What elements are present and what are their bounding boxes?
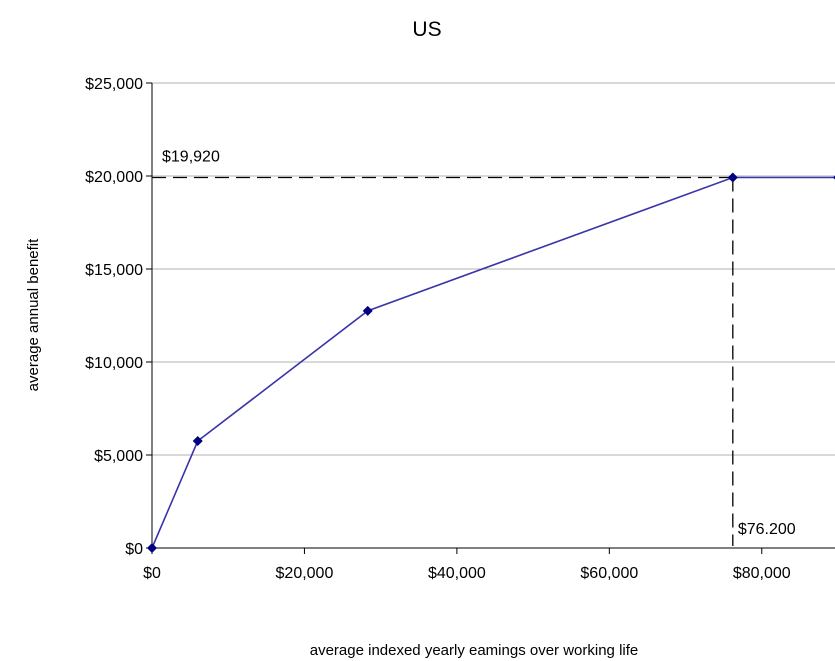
y-axis-label: average annual benefit (25, 238, 42, 391)
x-tick-label: $20,000 (276, 565, 334, 582)
annotation-label: $19,920 (162, 148, 220, 165)
y-tick-label: $20,000 (85, 169, 143, 186)
x-tick-label: $60,000 (580, 565, 638, 582)
data-point (727, 172, 738, 183)
y-axis-ticks: $0 $5,000 $10,000 $15,000 $20,000 $25,000 (85, 76, 152, 558)
data-point (147, 543, 157, 553)
x-tick-label: $80,000 (733, 565, 791, 582)
y-tick-label: $5,000 (94, 448, 143, 465)
y-tick-label: $25,000 (85, 76, 143, 93)
x-axis-ticks: $0 $20,000 $40,000 $60,000 $80,000 (143, 548, 791, 582)
x-tick-label: $0 (143, 565, 161, 582)
annotations: $19,920 $76.200 (162, 148, 796, 538)
x-tick-label: $40,000 (428, 565, 486, 582)
data-point (192, 436, 203, 447)
series (147, 172, 835, 553)
y-tick-label: $0 (125, 541, 143, 558)
y-tick-label: $15,000 (85, 262, 143, 279)
data-point (362, 305, 373, 316)
x-axis-label: average indexed yearly eamings over work… (310, 642, 639, 659)
y-tick-label: $10,000 (85, 355, 143, 372)
annotation-label: $76.200 (738, 521, 796, 538)
gridlines (152, 82, 835, 456)
chart-title: US (412, 18, 441, 41)
reference-lines (152, 176, 734, 546)
